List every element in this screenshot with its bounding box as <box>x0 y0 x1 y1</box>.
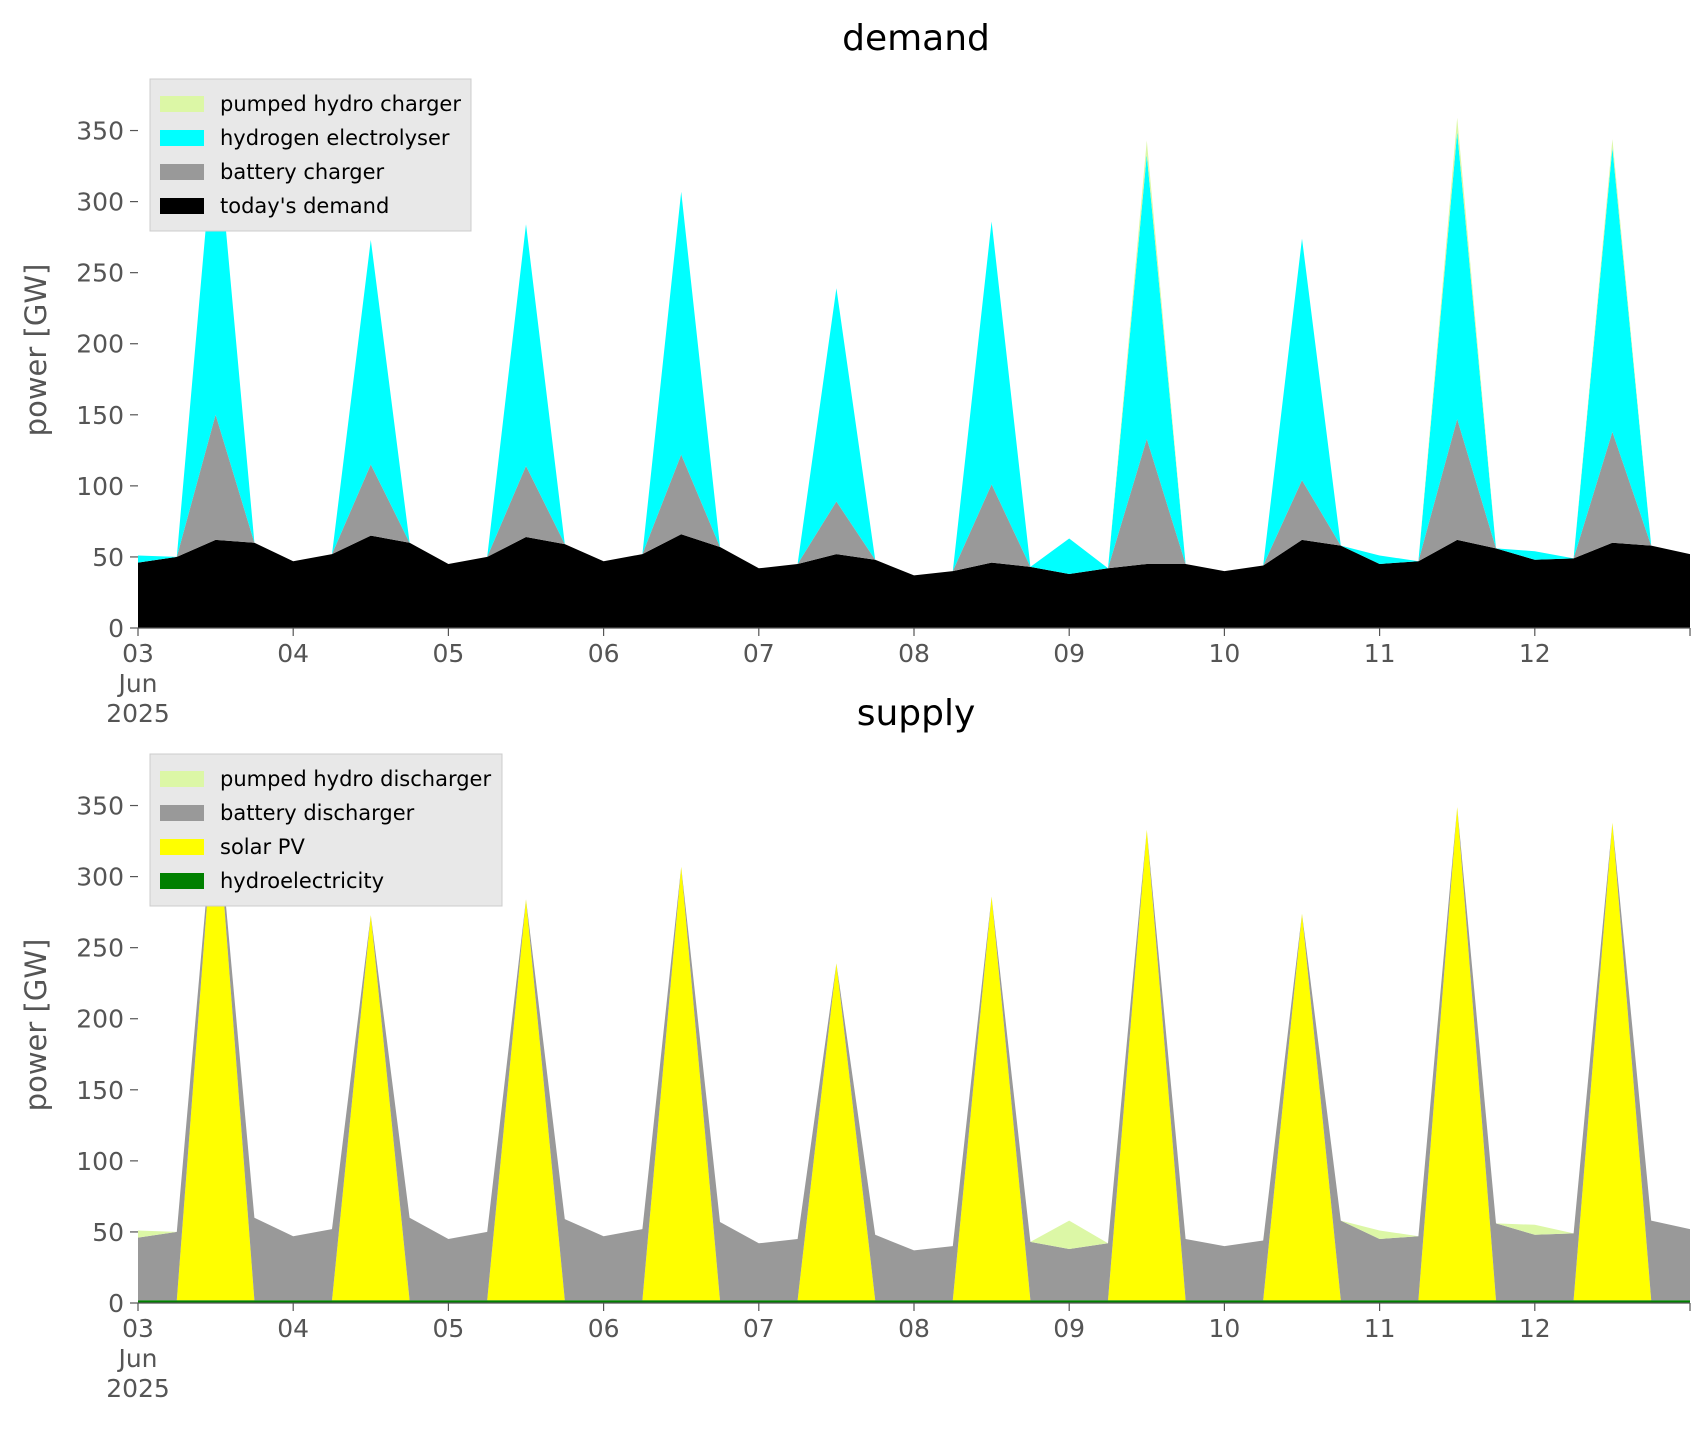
x-tick-label: 11 <box>1364 1314 1396 1343</box>
x-tick-label: 08 <box>898 639 930 668</box>
y-axis-ticks: 0 50 100 150 200 250 300 350 <box>76 792 138 1318</box>
x-tick-label: 10 <box>1208 1314 1240 1343</box>
area-layers <box>138 116 1690 628</box>
legend-label: hydroelectricity <box>220 869 384 893</box>
y-tick-label: 150 <box>76 401 124 430</box>
legend-label: battery charger <box>220 160 385 184</box>
legend-label: today's demand <box>220 194 389 218</box>
area-battery-charger <box>138 414 1690 576</box>
y-tick-label: 350 <box>76 117 124 146</box>
legend-swatch <box>160 130 204 146</box>
x-tick-label: 11 <box>1364 639 1396 668</box>
legend-swatch <box>160 164 204 180</box>
y-axis-ticks: 0 50 100 150 200 250 300 350 <box>76 117 138 643</box>
area-layers <box>138 791 1690 1303</box>
chart-title: demand <box>842 18 990 59</box>
y-tick-label: 150 <box>76 1076 124 1105</box>
legend-swatch <box>160 839 204 855</box>
y-tick-label: 300 <box>76 863 124 892</box>
y-tick-label: 200 <box>76 330 124 359</box>
x-tick-label: 06 <box>588 639 620 668</box>
x-tick-label: 05 <box>432 639 464 668</box>
y-tick-label: 200 <box>76 1005 124 1034</box>
y-tick-label: 100 <box>76 1147 124 1176</box>
x-tick-label: 07 <box>743 1314 775 1343</box>
x-tick-label: 07 <box>743 639 775 668</box>
legend: pumped hydro charger hydrogen electrolyse… <box>149 78 472 232</box>
y-tick-label: 100 <box>76 472 124 501</box>
area-today-s-demand <box>138 534 1690 628</box>
legend-box <box>149 753 503 907</box>
x-tick-label: 06 <box>588 1314 620 1343</box>
y-tick-label: 0 <box>108 614 124 643</box>
y-tick-label: 0 <box>108 1289 124 1318</box>
x-tick-label: Jun <box>116 1344 157 1373</box>
x-tick-label: Jun <box>116 669 157 698</box>
legend-swatch <box>160 873 204 889</box>
y-tick-label: 50 <box>92 543 124 572</box>
legend-label: pumped hydro charger <box>220 92 461 116</box>
x-tick-label: 12 <box>1519 639 1551 668</box>
demand-panel: demand power [GW] 050100150200250300350 … <box>19 18 1691 728</box>
y-tick-label: 350 <box>76 792 124 821</box>
area-battery-discharger <box>138 791 1690 1301</box>
x-tick-label: 05 <box>432 1314 464 1343</box>
x-tick-label: 03 <box>122 639 154 668</box>
x-tick-label: 09 <box>1053 1314 1085 1343</box>
area-hydroelectricity <box>138 1300 1690 1303</box>
legend-label: pumped hydro discharger <box>220 767 491 791</box>
y-tick-label: 300 <box>76 188 124 217</box>
x-tick-label: 08 <box>898 1314 930 1343</box>
y-tick-label: 50 <box>92 1218 124 1247</box>
legend-label: hydrogen electrolyser <box>220 126 450 150</box>
legend-label: battery discharger <box>220 801 415 825</box>
legend-swatch <box>160 198 204 214</box>
area-solar-pv <box>138 791 1690 1301</box>
x-tick-label: 12 <box>1519 1314 1551 1343</box>
x-tick-label: 04 <box>277 639 309 668</box>
x-tick-label: 2025 <box>106 1374 170 1403</box>
y-tick-label: 250 <box>76 259 124 288</box>
x-tick-label: 10 <box>1208 639 1240 668</box>
y-axis-label: power [GW] <box>19 939 53 1112</box>
chart-title: supply <box>857 693 976 734</box>
x-tick-label: 03 <box>122 1314 154 1343</box>
legend: pumped hydro discharger battery discharge… <box>149 753 503 907</box>
y-tick-label: 250 <box>76 934 124 963</box>
x-tick-label: 2025 <box>106 699 170 728</box>
y-axis-label: power [GW] <box>19 264 53 437</box>
area-hydrogen-electrolyser <box>138 116 1690 576</box>
supply-panel: supply power [GW] 050100150200250300350 … <box>19 693 1691 1403</box>
legend-swatch <box>160 771 204 787</box>
x-tick-label: 09 <box>1053 639 1085 668</box>
legend-swatch <box>160 805 204 821</box>
legend-label: solar PV <box>220 835 305 859</box>
x-tick-label: 04 <box>277 1314 309 1343</box>
legend-swatch <box>160 96 204 112</box>
